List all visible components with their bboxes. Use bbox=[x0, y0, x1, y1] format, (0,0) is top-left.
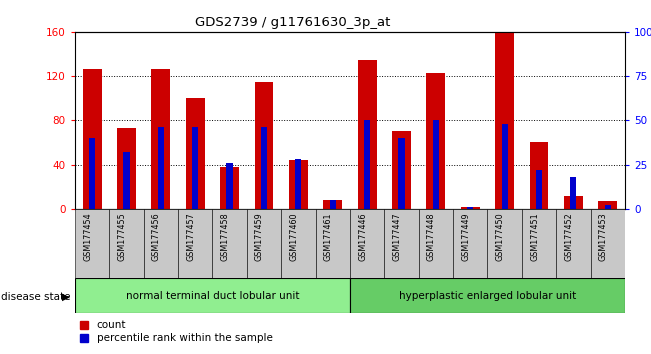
Bar bbox=[109, 209, 144, 278]
Bar bbox=[220, 167, 239, 209]
Bar bbox=[467, 207, 473, 209]
Text: disease state: disease state bbox=[1, 292, 71, 302]
Bar bbox=[192, 127, 199, 209]
Bar bbox=[178, 209, 212, 278]
Bar bbox=[316, 209, 350, 278]
Text: GSM177458: GSM177458 bbox=[221, 212, 230, 261]
Text: GSM177456: GSM177456 bbox=[152, 212, 161, 261]
Bar bbox=[556, 209, 590, 278]
Bar bbox=[357, 59, 376, 209]
Text: GSM177461: GSM177461 bbox=[324, 212, 333, 261]
Bar bbox=[522, 209, 556, 278]
Bar bbox=[281, 209, 316, 278]
Bar bbox=[605, 205, 611, 209]
Text: GSM177459: GSM177459 bbox=[255, 212, 264, 261]
Text: GSM177449: GSM177449 bbox=[462, 212, 470, 261]
Text: GSM177457: GSM177457 bbox=[186, 212, 195, 261]
Bar bbox=[529, 143, 548, 209]
Text: GSM177450: GSM177450 bbox=[495, 212, 505, 261]
Bar bbox=[433, 120, 439, 209]
Bar bbox=[501, 124, 508, 209]
Bar bbox=[536, 170, 542, 209]
Bar bbox=[247, 209, 281, 278]
Bar bbox=[419, 209, 453, 278]
Bar bbox=[364, 120, 370, 209]
Bar bbox=[384, 209, 419, 278]
Text: GSM177447: GSM177447 bbox=[393, 212, 402, 261]
Bar bbox=[261, 127, 267, 209]
Text: GDS2739 / g11761630_3p_at: GDS2739 / g11761630_3p_at bbox=[195, 16, 391, 29]
Text: hyperplastic enlarged lobular unit: hyperplastic enlarged lobular unit bbox=[399, 291, 576, 301]
Bar bbox=[398, 138, 404, 209]
Bar bbox=[461, 207, 480, 209]
Bar bbox=[329, 200, 336, 209]
Bar bbox=[453, 209, 488, 278]
Bar bbox=[324, 200, 342, 209]
Text: GSM177448: GSM177448 bbox=[427, 212, 436, 261]
Text: GSM177446: GSM177446 bbox=[358, 212, 367, 261]
Bar bbox=[296, 159, 301, 209]
Bar bbox=[564, 195, 583, 209]
Text: GSM177451: GSM177451 bbox=[530, 212, 539, 261]
Bar bbox=[289, 160, 308, 209]
Text: ▶: ▶ bbox=[62, 292, 70, 302]
Bar bbox=[488, 209, 522, 278]
Bar bbox=[186, 98, 204, 209]
Bar bbox=[75, 278, 350, 313]
Bar bbox=[83, 69, 102, 209]
Bar bbox=[89, 138, 95, 209]
Bar bbox=[117, 128, 136, 209]
Legend: count, percentile rank within the sample: count, percentile rank within the sample bbox=[80, 320, 273, 343]
Bar bbox=[152, 69, 171, 209]
Bar bbox=[350, 209, 384, 278]
Text: normal terminal duct lobular unit: normal terminal duct lobular unit bbox=[126, 291, 299, 301]
Bar bbox=[598, 201, 617, 209]
Bar bbox=[350, 278, 625, 313]
Bar bbox=[144, 209, 178, 278]
Text: GSM177454: GSM177454 bbox=[83, 212, 92, 261]
Bar bbox=[570, 177, 577, 209]
Bar bbox=[123, 152, 130, 209]
Text: GSM177453: GSM177453 bbox=[599, 212, 608, 261]
Bar bbox=[255, 82, 273, 209]
Bar bbox=[158, 127, 164, 209]
Bar bbox=[426, 73, 445, 209]
Text: GSM177452: GSM177452 bbox=[564, 212, 574, 261]
Bar bbox=[590, 209, 625, 278]
Bar bbox=[392, 131, 411, 209]
Bar bbox=[495, 32, 514, 209]
Text: GSM177455: GSM177455 bbox=[117, 212, 126, 261]
Bar bbox=[227, 163, 232, 209]
Bar bbox=[75, 209, 109, 278]
Text: GSM177460: GSM177460 bbox=[289, 212, 298, 261]
Bar bbox=[212, 209, 247, 278]
